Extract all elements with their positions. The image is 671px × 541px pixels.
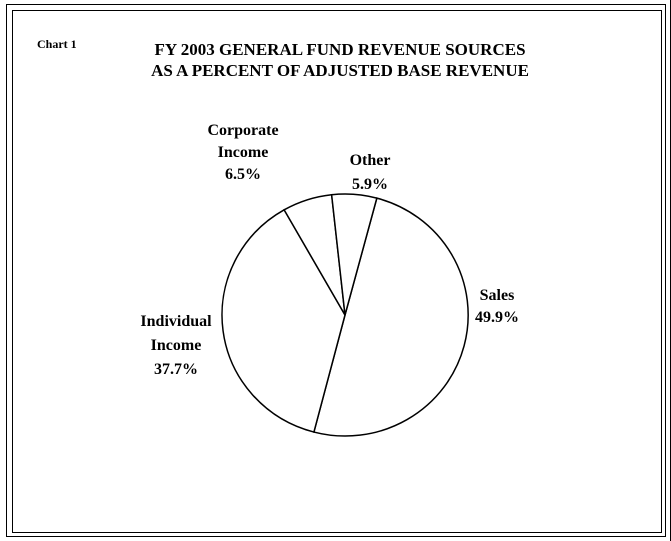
pie-label-sales: Sales 49.9% bbox=[475, 287, 519, 326]
pie-slices bbox=[221, 193, 469, 437]
pie-label-line: Sales bbox=[480, 287, 515, 304]
chart-number-label: Chart 1 bbox=[37, 37, 77, 51]
pie-label-individual-income: Individual Income 37.7% bbox=[140, 313, 212, 378]
chart-title: FY 2003 GENERAL FUND REVENUE SOURCES AS … bbox=[60, 39, 620, 81]
pie-label-line: 37.7% bbox=[154, 361, 198, 378]
pie-label-line: 6.5% bbox=[225, 166, 261, 183]
pie-label-corporate-income: Corporate Income 6.5% bbox=[207, 122, 278, 183]
pie-label-line: Income bbox=[218, 144, 269, 161]
pie-slice-other bbox=[330, 193, 378, 316]
pie-label-line: 49.9% bbox=[475, 309, 519, 326]
chart-inner-frame bbox=[12, 10, 662, 533]
chart-title-line-1: FY 2003 GENERAL FUND REVENUE SOURCES bbox=[154, 40, 526, 59]
chart-title-line-2: AS A PERCENT OF ADJUSTED BASE REVENUE bbox=[151, 61, 529, 80]
pie-label-line: Income bbox=[151, 337, 202, 354]
pie-label-line: 5.9% bbox=[352, 176, 388, 193]
pie-slice-sales bbox=[312, 197, 469, 437]
pie-slice-individual-income bbox=[221, 208, 346, 433]
pie-label-line: Other bbox=[350, 152, 391, 169]
pie-label-line: Corporate bbox=[207, 122, 278, 139]
pie-labels: Sales 49.9% Individual Income 37.7% Corporate… bbox=[140, 122, 519, 378]
pie-label-line: Individual bbox=[140, 313, 212, 330]
pie-label-other: Other 5.9% bbox=[350, 152, 391, 193]
